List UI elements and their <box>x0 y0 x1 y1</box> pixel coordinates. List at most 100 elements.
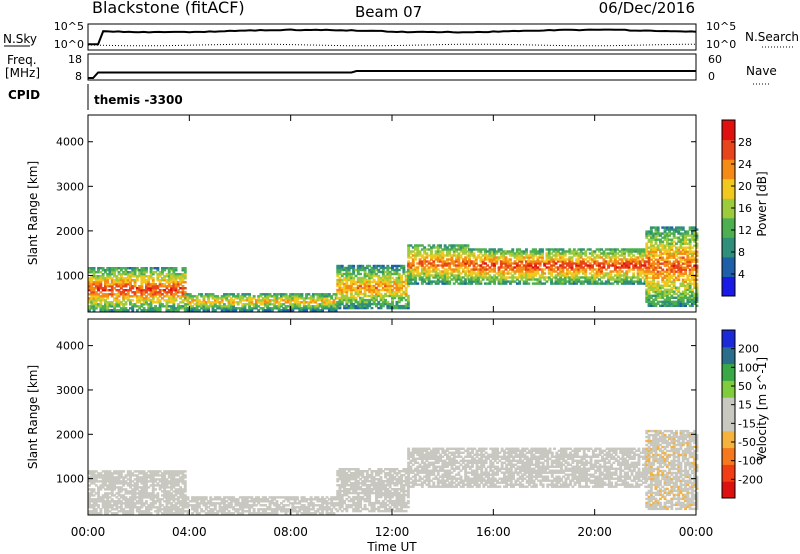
echo-cell <box>636 276 640 279</box>
echo-cell <box>156 275 160 278</box>
echo-cell <box>361 276 365 280</box>
echo-cell <box>577 272 581 275</box>
echo-cell <box>99 486 103 489</box>
echo-cell <box>647 294 651 297</box>
echo-cell <box>693 280 697 283</box>
echo-cell <box>527 258 531 261</box>
echo-cell <box>499 274 503 277</box>
echo-cell <box>179 281 183 284</box>
echo-cell <box>582 280 585 283</box>
echo-cell <box>90 303 94 306</box>
colorbar-tick-label: 16 <box>738 202 752 215</box>
echo-cell <box>441 264 445 267</box>
echo-cell <box>654 228 658 231</box>
echo-cell <box>582 252 585 255</box>
echo-cell <box>179 295 183 298</box>
echo-cell <box>550 252 553 255</box>
echo-cell <box>151 267 155 270</box>
echo-cell <box>232 512 235 515</box>
echo-cell <box>131 299 135 302</box>
echo-cell <box>645 290 649 293</box>
echo-cell <box>293 293 297 296</box>
echo-cell <box>131 512 135 515</box>
echo-cell <box>302 510 306 513</box>
echo-cell <box>280 293 283 296</box>
echo-cell <box>106 472 110 475</box>
echo-cell <box>668 274 671 277</box>
echo-cell <box>459 282 463 285</box>
echo-cell <box>377 302 381 306</box>
echo-cell <box>568 278 572 281</box>
echo-cell <box>266 309 270 312</box>
echo-cell <box>266 303 270 306</box>
echo-cell <box>349 298 353 302</box>
echo-cell <box>379 302 383 306</box>
echo-cell <box>427 274 431 277</box>
echo-cell <box>595 272 599 275</box>
echo-cell <box>90 480 94 483</box>
echo-cell <box>92 293 96 296</box>
echo-cell <box>652 284 656 287</box>
echo-cell <box>183 275 187 278</box>
echo-cell <box>108 504 112 507</box>
echo-cell <box>227 299 231 302</box>
echo-cell <box>179 496 183 499</box>
echo-cell <box>420 280 424 283</box>
echo-cell <box>163 295 167 298</box>
echo-cell <box>359 264 362 268</box>
echo-cell <box>149 478 153 481</box>
echo-cell <box>593 280 597 283</box>
echo-cell <box>273 305 277 308</box>
echo-cell <box>149 283 153 286</box>
echo-cell <box>176 472 180 475</box>
echo-cell <box>659 258 662 261</box>
echo-cell <box>167 498 171 501</box>
echo-cell <box>409 264 413 267</box>
echo-cell <box>566 258 569 261</box>
echo-cell <box>409 262 413 265</box>
noise-sky-line <box>87 28 697 46</box>
echo-cell <box>688 238 692 241</box>
echo-cell <box>379 264 383 268</box>
echo-cell <box>695 288 699 291</box>
echo-cell <box>677 236 681 239</box>
echo-cell <box>197 301 201 304</box>
echo-cell <box>209 512 213 515</box>
echo-cell <box>108 305 112 308</box>
echo-cell <box>147 494 151 497</box>
echo-cell <box>97 472 100 475</box>
echo-cell <box>108 502 112 505</box>
echo-cell <box>117 301 121 304</box>
echo-cell <box>550 280 553 283</box>
echo-cell <box>409 244 413 247</box>
echo-cell <box>90 504 94 507</box>
echo-cell <box>547 248 551 251</box>
echo-cell <box>167 271 171 274</box>
echo-cell <box>323 295 327 298</box>
echo-cell <box>179 470 183 473</box>
colorbar-segment <box>722 198 735 219</box>
echo-cell <box>693 244 697 247</box>
echo-cell <box>296 498 299 501</box>
echo-cell <box>170 291 173 294</box>
echo-cell <box>352 266 356 270</box>
echo-cell <box>623 274 626 277</box>
echo-cell <box>356 302 360 306</box>
echo-cell <box>104 277 107 280</box>
echo-cell <box>572 252 576 255</box>
echo-cell <box>261 498 265 501</box>
echo-cell <box>88 494 91 497</box>
echo-cell <box>663 232 667 235</box>
echo-cell <box>133 285 137 288</box>
echo-cell <box>609 258 613 261</box>
echo-cell <box>229 512 233 515</box>
echo-cell <box>409 270 413 273</box>
echo-cell <box>170 299 173 302</box>
echo-cell <box>200 305 204 308</box>
echo-cell <box>142 512 146 515</box>
noise-search-line <box>87 43 696 47</box>
echo-cell <box>99 508 103 511</box>
echo-cell <box>649 226 653 229</box>
echo-cell <box>452 276 456 279</box>
echo-cell <box>434 280 438 283</box>
